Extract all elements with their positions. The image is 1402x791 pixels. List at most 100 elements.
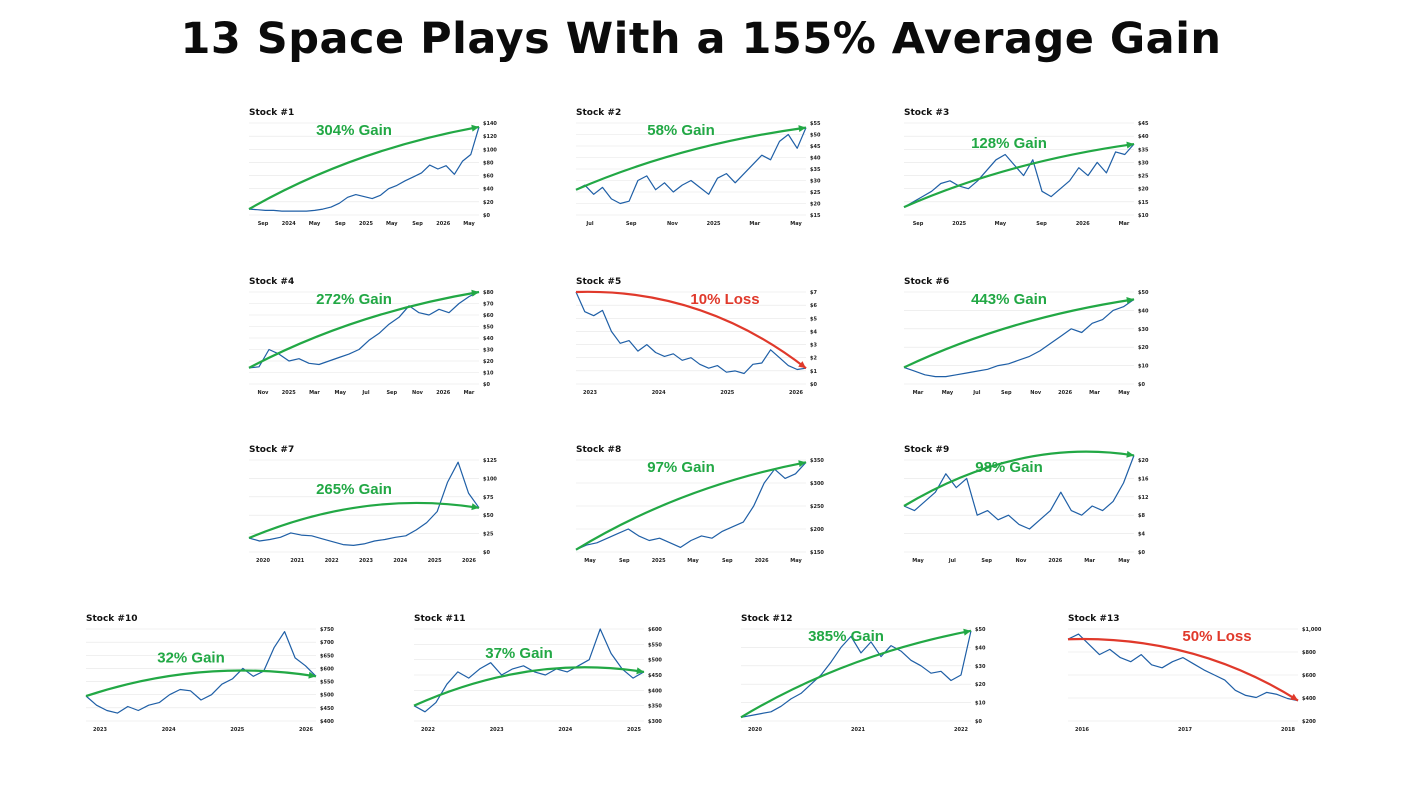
y-tick-label: $200: [1302, 719, 1316, 725]
chart-title: Stock #2: [576, 108, 621, 118]
x-tick-label: 2026: [436, 390, 450, 396]
chart-stock-4: Stock #4 $0 $10 $20 $30 $40 $50 $60 $70 $80 Nov 202…: [247, 272, 497, 402]
y-tick-label: $30: [1138, 327, 1149, 333]
arrowhead: [308, 671, 316, 679]
price-line: [248, 291, 480, 369]
x-tick-label: Mar: [309, 390, 320, 396]
y-tick-label: $1: [810, 369, 817, 375]
y-tick-label: $40: [975, 645, 986, 651]
x-tick-label: May: [790, 558, 802, 564]
x-tick-label: 2020: [256, 558, 270, 564]
y-tick-label: $20: [1138, 187, 1149, 193]
trend-arrow: [248, 290, 480, 369]
chart-stock-5: Stock #5 $0 $1 $2 $3 $4 $5 $6 $7 2023 2024 2025 2026…: [574, 272, 824, 402]
chart-stock-2: Stock #2 $15 $20 $25 $30 $35 $40 $45 $50 $55 Jul Se…: [574, 103, 824, 233]
y-tick-label: $600: [1302, 673, 1316, 679]
y-tick-label: $20: [1138, 345, 1149, 351]
x-tick-label: 2022: [325, 558, 339, 564]
x-tick-label: 2023: [359, 558, 373, 564]
x-tick-label: Nov: [667, 221, 679, 227]
price-line: [1067, 633, 1299, 702]
y-tick-label: $50: [975, 627, 986, 633]
y-tick-label: $140: [483, 121, 497, 127]
x-tick-label: 2018: [1281, 727, 1295, 733]
price-line: [413, 628, 645, 713]
price-line: [903, 143, 1135, 208]
chart-svg: Stock #5 $0 $1 $2 $3 $4 $5 $6 $7 2023 2024 2025 2026…: [575, 277, 817, 396]
trend-arrow: [1067, 637, 1299, 702]
y-tick-label: $30: [975, 664, 986, 670]
chart-title: Stock #7: [249, 445, 294, 455]
x-tick-label: Jul: [972, 390, 980, 396]
y-tick-label: $0: [810, 382, 817, 388]
chart-svg: Stock #7 $0 $25 $50 $75 $100 $125 2020 2021 2022 2…: [248, 445, 497, 564]
chart-svg: Stock #4 $0 $10 $20 $30 $40 $50 $60 $70 $80 Nov 202…: [248, 277, 494, 396]
x-tick-label: 2026: [1076, 221, 1090, 227]
y-tick-label: $300: [648, 719, 662, 725]
y-tick-label: $40: [483, 336, 494, 342]
x-tick-label: 2016: [1075, 727, 1089, 733]
y-tick-label: $0: [975, 719, 982, 725]
y-tick-label: $550: [648, 642, 662, 648]
y-tick-label: $10: [1138, 364, 1149, 370]
x-tick-label: May: [687, 558, 699, 564]
y-tick-label: $7: [810, 290, 817, 296]
y-tick-label: $800: [1302, 650, 1316, 656]
y-tick-label: $5: [810, 316, 817, 322]
y-tick-label: $700: [320, 640, 334, 646]
x-tick-label: 2025: [627, 727, 641, 733]
trend-arrow: [903, 142, 1135, 209]
x-tick-label: Mar: [1119, 221, 1130, 227]
arrowhead: [471, 289, 479, 297]
y-tick-label: $60: [483, 174, 494, 180]
arrowhead: [1290, 693, 1298, 701]
arrowhead: [636, 667, 644, 675]
x-tick-label: May: [463, 221, 475, 227]
gain-label: 37% Gain: [485, 645, 553, 662]
y-tick-label: $15: [1138, 200, 1149, 206]
x-tick-label: Sep: [619, 558, 630, 564]
x-tick-label: Nov: [412, 390, 424, 396]
chart-title: Stock #12: [741, 614, 793, 624]
y-tick-label: $20: [810, 202, 821, 208]
gain-label: 50% Loss: [1182, 628, 1251, 645]
chart-stock-13: Stock #13 $200 $400 $600 $800 $1,000 2016 2017 2…: [1066, 609, 1322, 739]
x-tick-label: 2025: [428, 558, 442, 564]
x-tick-label: Jul: [948, 558, 956, 564]
x-tick-label: 2026: [1058, 390, 1072, 396]
chart-svg: Stock #13 $200 $400 $600 $800 $1,000 2016 2017 2…: [1067, 614, 1322, 733]
y-tick-label: $45: [810, 144, 821, 150]
arrowhead: [1126, 296, 1134, 304]
chart-title: Stock #9: [904, 445, 949, 455]
trend-arrow: [248, 501, 480, 540]
x-tick-label: 2025: [652, 558, 666, 564]
y-tick-label: $550: [320, 680, 334, 686]
x-tick-label: Sep: [722, 558, 733, 564]
y-tick-label: $70: [483, 302, 494, 308]
x-tick-label: Sep: [626, 221, 637, 227]
y-tick-label: $35: [810, 167, 821, 173]
y-tick-label: $50: [1138, 290, 1149, 296]
gain-label: 10% Loss: [690, 291, 759, 308]
chart-title: Stock #8: [576, 445, 621, 455]
chart-svg: Stock #8 $150 $200 $250 $300 $350 May Sep 2025 Ma…: [575, 445, 824, 564]
y-tick-label: $600: [648, 627, 662, 633]
y-tick-label: $500: [320, 693, 334, 699]
x-tick-label: 2022: [421, 727, 435, 733]
x-tick-label: May: [1118, 390, 1130, 396]
trend-arrow: [903, 450, 1135, 507]
trend-arrow: [413, 666, 645, 707]
chart-stock-9: Stock #9 $0 $4 $8 $12 $16 $20 May Jul Sep Nov 2026 M…: [902, 440, 1152, 570]
x-tick-label: Sep: [386, 390, 397, 396]
chart-title: Stock #4: [249, 277, 294, 287]
x-tick-label: May: [790, 221, 802, 227]
y-tick-label: $0: [483, 213, 490, 219]
x-tick-label: Sep: [981, 558, 992, 564]
gain-label: 97% Gain: [647, 459, 715, 476]
x-tick-label: Jul: [585, 221, 593, 227]
x-tick-label: Nov: [1016, 558, 1028, 564]
x-tick-label: 2024: [282, 221, 296, 227]
y-tick-label: $10: [1138, 213, 1149, 219]
y-tick-label: $450: [648, 673, 662, 679]
x-tick-label: May: [335, 390, 347, 396]
